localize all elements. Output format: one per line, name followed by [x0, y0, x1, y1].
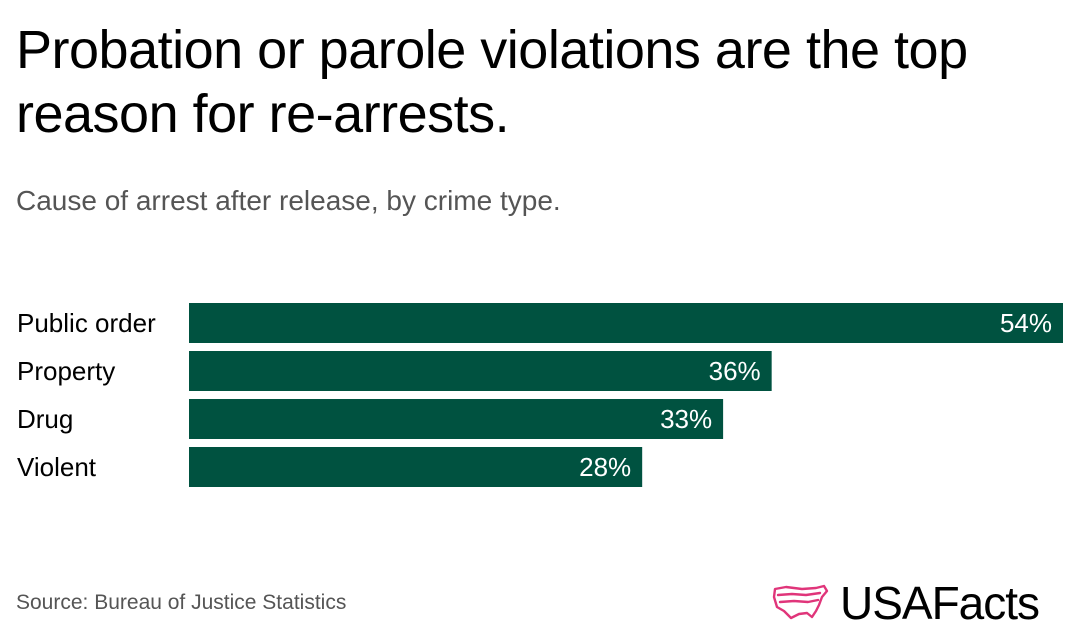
us-map-outline-icon: [772, 584, 829, 620]
usafacts-logo: USAFacts: [772, 577, 1040, 629]
value-label-drug: 33%: [660, 404, 712, 434]
category-label-public-order: Public order: [17, 308, 156, 338]
chart-title: Probation or parole violations are the t…: [16, 20, 968, 144]
source-note: Source: Bureau of Justice Statistics: [16, 591, 347, 614]
logo-text: USAFacts: [840, 577, 1040, 629]
value-label-violent: 28%: [579, 452, 631, 482]
bar-violent: [189, 447, 643, 487]
bar-drug: [189, 399, 724, 439]
chart-subtitle: Cause of arrest after release, by crime …: [16, 185, 561, 216]
category-label-property: Property: [17, 356, 115, 386]
bar-chart: Public order 54% Property 36% Drug 33% Violent…: [17, 303, 1063, 487]
value-label-public-order: 54%: [1000, 308, 1052, 338]
category-label-violent: Violent: [17, 452, 97, 482]
value-label-property: 36%: [709, 356, 761, 386]
category-label-drug: Drug: [17, 404, 73, 434]
bar-property: [189, 351, 772, 391]
bar-public-order: [189, 303, 1063, 343]
